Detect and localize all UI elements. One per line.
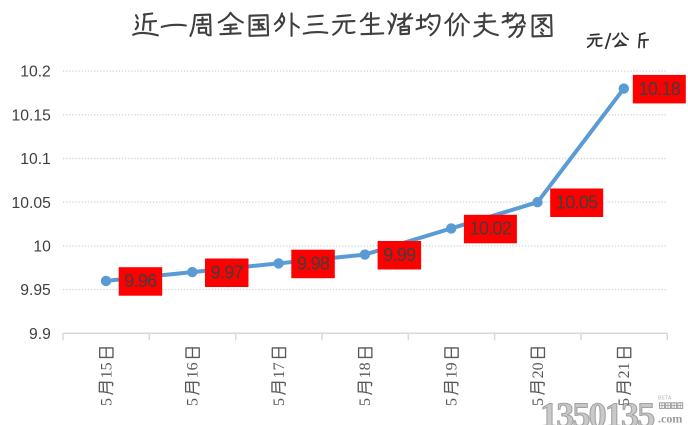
svg-text:5: 5 [357,398,374,406]
svg-text:10.15: 10.15 [12,107,52,124]
svg-text:BETA: BETA [658,396,672,402]
svg-text:9.98: 9.98 [297,254,330,274]
svg-text:9.99: 9.99 [383,245,416,265]
svg-text:5: 5 [530,398,547,406]
svg-text:19: 19 [444,362,461,378]
svg-text:10: 10 [33,239,51,256]
svg-text:10.2: 10.2 [20,64,51,81]
svg-text:9.97: 9.97 [211,262,244,282]
svg-text:9.95: 9.95 [20,282,51,299]
svg-text:9.96: 9.96 [124,271,157,291]
svg-text:20: 20 [530,362,547,378]
svg-text:.com: .com [658,412,682,425]
svg-text:10.05: 10.05 [556,192,598,212]
svg-text:5: 5 [616,398,633,406]
svg-text:10.1: 10.1 [20,151,51,168]
svg-text:5: 5 [185,398,202,406]
svg-text:5: 5 [444,398,461,406]
svg-text:17: 17 [271,362,288,378]
svg-text:16: 16 [185,362,202,378]
svg-text:15: 15 [98,362,115,378]
svg-text:5: 5 [98,398,115,406]
svg-text:1350135: 1350135 [540,395,654,425]
svg-text:10.05: 10.05 [12,195,52,212]
svg-text:10.18: 10.18 [639,79,681,99]
svg-text:18: 18 [357,362,374,378]
svg-text:21: 21 [616,362,633,378]
svg-text:9.9: 9.9 [29,326,51,343]
svg-text:5: 5 [271,398,288,406]
svg-text:10.02: 10.02 [470,219,512,239]
